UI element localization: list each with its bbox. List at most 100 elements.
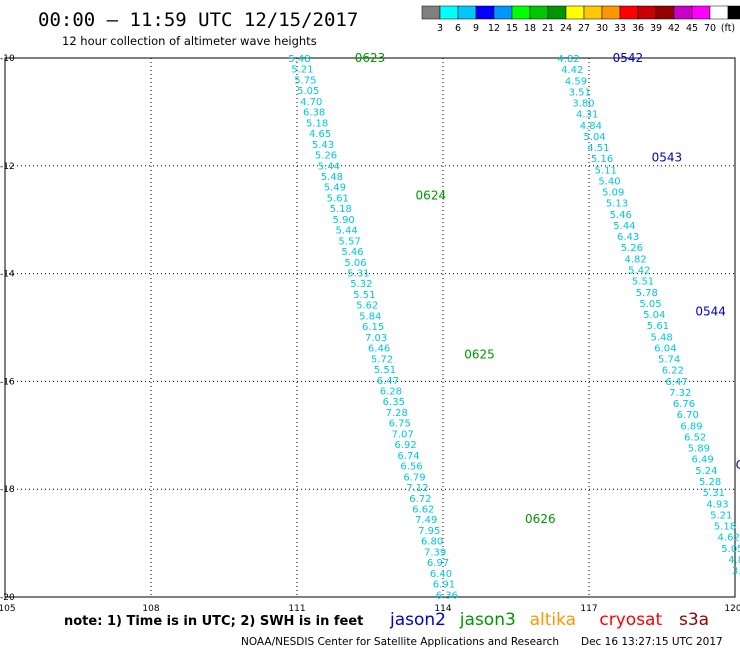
swh-value-label: 4.8 — [728, 555, 740, 566]
y-tick-label: -14 — [0, 270, 15, 280]
swh-value-label: 4.82 — [624, 254, 646, 265]
swh-value-label: 6.47 — [665, 377, 687, 388]
colorbar-label: 27 — [578, 23, 590, 34]
colorbar-label: 3 — [437, 23, 443, 34]
satellite-legend-entry: cryosat — [599, 610, 662, 630]
swh-value-label: 5.44 — [335, 226, 357, 237]
colorbar-label: 12 — [488, 23, 500, 34]
pass-time-label: 0626 — [525, 512, 556, 526]
swh-value-label: 5.31 — [703, 488, 725, 499]
swh-value-label: 6.38 — [303, 108, 325, 119]
x-tick-label: 117 — [580, 604, 597, 614]
swh-value-label: 5.06 — [344, 258, 366, 269]
swh-value-label: 5.46 — [610, 210, 632, 221]
colorbar-label: (ft) — [721, 23, 735, 34]
x-tick-label: 120 — [724, 604, 740, 614]
colorbar-swatch — [565, 5, 585, 20]
swh-value-label: 5.48 — [321, 172, 343, 183]
swh-value-label: 5.57 — [338, 236, 360, 247]
swh-value-label: 4.65 — [309, 129, 331, 140]
swh-value-label: 5.31 — [347, 269, 369, 280]
swh-value-label: 6.79 — [403, 472, 425, 483]
pass-time-label: 0544 — [695, 304, 726, 318]
swh-value-label: 4.59 — [565, 76, 587, 87]
colorbar-swatch — [709, 5, 729, 20]
swh-value-label: 5.74 — [658, 355, 680, 366]
swh-value-label: 6.22 — [662, 366, 684, 377]
colorbar-label: 45 — [686, 23, 698, 34]
plot-frame — [4, 57, 736, 598]
swh-value-label: 6.04 — [654, 343, 676, 354]
pass-time-label: 0625 — [464, 347, 495, 361]
x-tick-label: 111 — [288, 604, 305, 614]
pass-time-label: C — [736, 458, 740, 472]
swh-value-label: 6.46 — [368, 344, 390, 355]
swh-value-label: 6.49 — [691, 455, 713, 466]
pass-time-label: 0542 — [613, 51, 644, 65]
x-tick-label: 105 — [0, 604, 16, 614]
swh-value-label: 3.80 — [572, 99, 594, 110]
y-tick-label: -10 — [0, 54, 15, 64]
colorbar-swatch — [529, 5, 549, 20]
swh-value-label: 6.47 — [377, 376, 399, 387]
swh-value-label: 6.56 — [400, 462, 422, 473]
swh-value-label: 5.05 — [297, 86, 319, 97]
swh-value-label: 5.16 — [591, 154, 613, 165]
swh-value-label: 3.51 — [569, 87, 591, 98]
pass-time-label: 0623 — [355, 51, 386, 65]
satellite-legend: jason2 jason3 altika cryosat s3a — [389, 610, 709, 630]
chart-subtitle: 12 hour collection of altimeter wave hei… — [62, 34, 317, 48]
colorbar-swatch — [637, 5, 657, 20]
swh-value-label: 6.15 — [362, 322, 384, 333]
swh-value-label: 5.42 — [628, 265, 650, 276]
swh-value-label: 4.62 — [718, 533, 740, 544]
swh-value-label: 5.89 — [688, 444, 710, 455]
swh-value-label: 5.43 — [312, 140, 334, 151]
swh-value-label: 5.04 — [643, 310, 665, 321]
swh-value-label: 5.21 — [710, 510, 732, 521]
swh-value-label: 6.91 — [433, 580, 455, 591]
swh-value-label: 6.40 — [430, 569, 452, 580]
plot-area: 105 108 111 114 117 120 -10 -12 -14 -16 -18 -20 5.48… — [0, 51, 740, 614]
swh-value-label: 6.70 — [677, 410, 699, 421]
colorbar-swatch — [655, 5, 675, 20]
swh-value-label: 5.28 — [699, 477, 721, 488]
colorbar-swatch — [547, 5, 567, 20]
swh-value-label: 6.74 — [397, 451, 419, 462]
swh-value-label: 7.95 — [418, 526, 440, 537]
colorbar-label: 42 — [668, 23, 680, 34]
swh-value-label: 7.03 — [365, 333, 387, 344]
colorbar-label: 70 — [704, 23, 716, 34]
colorbar: 3 6 9 12 15 18 21 24 27 30 33 36 39 42 45 70 (ft) — [421, 5, 740, 34]
swh-value-label: 6.35 — [383, 397, 405, 408]
footer-note: note: 1) Time is in UTC; 2) SWH is in fe… — [64, 614, 363, 629]
swh-value-label: 6.97 — [427, 558, 449, 569]
swh-value-label: 5.05 — [721, 544, 740, 555]
swh-value-label: 5.44 — [613, 221, 635, 232]
swh-value-label: 5.90 — [333, 215, 355, 226]
colorbar-swatch — [493, 5, 513, 20]
swh-value-label: 7.49 — [415, 515, 437, 526]
swh-value-label: 5.62 — [356, 301, 378, 312]
colorbar-label: 15 — [506, 23, 518, 34]
colorbar-swatch — [619, 5, 639, 20]
swh-value-label: 5.48 — [651, 332, 673, 343]
swh-value-label: 5.26 — [315, 151, 337, 162]
swh-value-label: 7.07 — [392, 429, 414, 440]
colorbar-label: 6 — [455, 23, 461, 34]
swh-value-label: 5.51 — [632, 277, 654, 288]
swh-value-label: 6.36 — [436, 590, 458, 601]
swh-value-label: 5.72 — [371, 354, 393, 365]
colorbar-swatch — [727, 5, 740, 20]
swh-value-label: 5.32 — [350, 279, 372, 290]
swh-value-label: 4.31 — [576, 110, 598, 121]
colorbar-label: 36 — [632, 23, 644, 34]
swh-value-label: 6.89 — [680, 421, 702, 432]
swh-value-label: 5.48 — [288, 54, 310, 65]
y-tick-label: -20 — [0, 593, 15, 603]
colorbar-swatch — [691, 5, 711, 20]
swh-value-label: 5.18 — [714, 522, 736, 533]
colorbar-swatch — [457, 5, 477, 20]
swh-value-label: 5.75 — [294, 75, 316, 86]
